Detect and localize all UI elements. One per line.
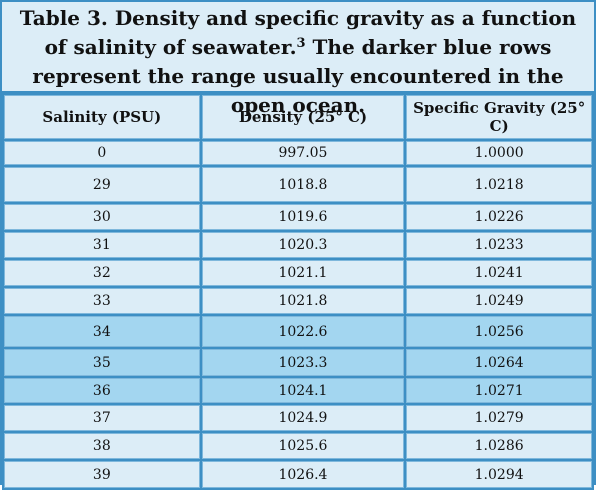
table-cell: 1023.3 [201, 349, 405, 376]
table-row: 30 1019.6 1.0226 [4, 204, 592, 230]
table-cell: 30 [4, 204, 200, 230]
table-row: 35 1023.3 1.0264 [4, 349, 592, 376]
table-row: 34 1022.6 1.0256 [4, 316, 592, 347]
table-row: 39 1026.4 1.0294 [4, 461, 592, 488]
column-header: Salinity (PSU) [4, 95, 200, 139]
table-cell: 38 [4, 433, 200, 459]
table-cell: 32 [4, 260, 200, 286]
table-row: 29 1018.8 1.0218 [4, 167, 592, 202]
table-cell: 1.0279 [406, 405, 592, 431]
column-header: Density (25° C) [201, 95, 405, 139]
table-cell: 1021.8 [201, 288, 405, 314]
footnote-ref: 3 [296, 36, 306, 51]
table-cell: 1021.1 [201, 260, 405, 286]
data-table: Salinity (PSU) Density (25° C) Specific Gr… [2, 93, 594, 490]
table-cell: 1.0271 [406, 378, 592, 403]
table-cell: 33 [4, 288, 200, 314]
table-cell: 29 [4, 167, 200, 202]
table-cell: 1.0256 [406, 316, 592, 347]
table-cell: 1.0294 [406, 461, 592, 488]
table-head: Salinity (PSU) Density (25° C) Specific Gr… [4, 95, 592, 139]
table-cell: 1.0286 [406, 433, 592, 459]
table-row: 33 1021.8 1.0249 [4, 288, 592, 314]
table-cell: 1.0241 [406, 260, 592, 286]
table-cell: 997.05 [201, 141, 405, 165]
table-cell: 1.0264 [406, 349, 592, 376]
table-row: 31 1020.3 1.0233 [4, 232, 592, 258]
table-cell: 1024.1 [201, 378, 405, 403]
table-row: 37 1024.9 1.0279 [4, 405, 592, 431]
table-cell: 1019.6 [201, 204, 405, 230]
table-cell: 1025.6 [201, 433, 405, 459]
table-cell: 36 [4, 378, 200, 403]
table-cell: 0 [4, 141, 200, 165]
table-row: 0 997.05 1.0000 [4, 141, 592, 165]
table-cell: 1.0226 [406, 204, 592, 230]
table-cell: 37 [4, 405, 200, 431]
table-cell: 1022.6 [201, 316, 405, 347]
table-cell: 1020.3 [201, 232, 405, 258]
table-cell: 34 [4, 316, 200, 347]
table-cell: 1026.4 [201, 461, 405, 488]
table-cell: 1.0218 [406, 167, 592, 202]
caption-text: Table 3. Density and specific gravity as… [19, 6, 577, 59]
table-row: 36 1024.1 1.0271 [4, 378, 592, 403]
table-cell: 1018.8 [201, 167, 405, 202]
table-row: 32 1021.1 1.0241 [4, 260, 592, 286]
table-cell: 1.0249 [406, 288, 592, 314]
table-cell: 1.0233 [406, 232, 592, 258]
header-row: Salinity (PSU) Density (25° C) Specific Gr… [4, 95, 592, 139]
table-caption: Table 3. Density and specific gravity as… [2, 2, 594, 117]
table-row: 38 1025.6 1.0286 [4, 433, 592, 459]
table-body: 0 997.05 1.0000 29 1018.8 1.0218 30 1019.6 1.022… [4, 141, 592, 488]
table-cell: 1024.9 [201, 405, 405, 431]
table-cell: 35 [4, 349, 200, 376]
table-cell: 31 [4, 232, 200, 258]
column-header: Specific Gravity (25° C) [406, 95, 592, 139]
table-cell: 1.0000 [406, 141, 592, 165]
table-cell: 39 [4, 461, 200, 488]
